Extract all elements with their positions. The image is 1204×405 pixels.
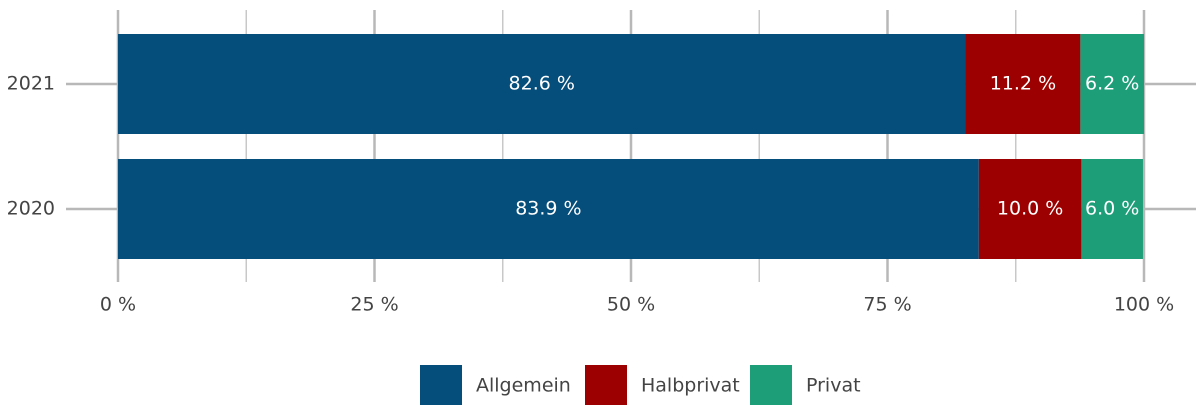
y-tick-label: 2020 xyxy=(7,198,55,220)
value-label: 82.6 % xyxy=(509,73,575,95)
legend-swatch xyxy=(420,365,462,405)
x-tick-label: 75 % xyxy=(863,294,911,316)
x-tick-label: 25 % xyxy=(350,294,398,316)
legend-label: Allgemein xyxy=(476,375,571,397)
y-tick-label: 2021 xyxy=(7,73,55,95)
x-tick-label: 50 % xyxy=(607,294,655,316)
value-label: 83.9 % xyxy=(515,198,581,220)
legend-label: Privat xyxy=(806,375,861,397)
value-label: 6.0 % xyxy=(1085,198,1139,220)
legend-swatch xyxy=(585,365,627,405)
value-label: 6.2 % xyxy=(1085,73,1139,95)
bar-segment xyxy=(1080,34,1144,134)
bar-segment xyxy=(118,159,979,259)
value-label: 10.0 % xyxy=(997,198,1063,220)
legend-swatch xyxy=(750,365,792,405)
bar-segment xyxy=(1081,159,1143,259)
legend-label: Halbprivat xyxy=(641,375,740,397)
bar-segment xyxy=(965,34,1081,134)
bar-segment xyxy=(978,159,1082,259)
bar-segment xyxy=(118,34,966,134)
x-tick-label: 100 % xyxy=(1114,294,1174,316)
value-label: 11.2 % xyxy=(990,73,1056,95)
x-tick-label: 0 % xyxy=(100,294,136,316)
